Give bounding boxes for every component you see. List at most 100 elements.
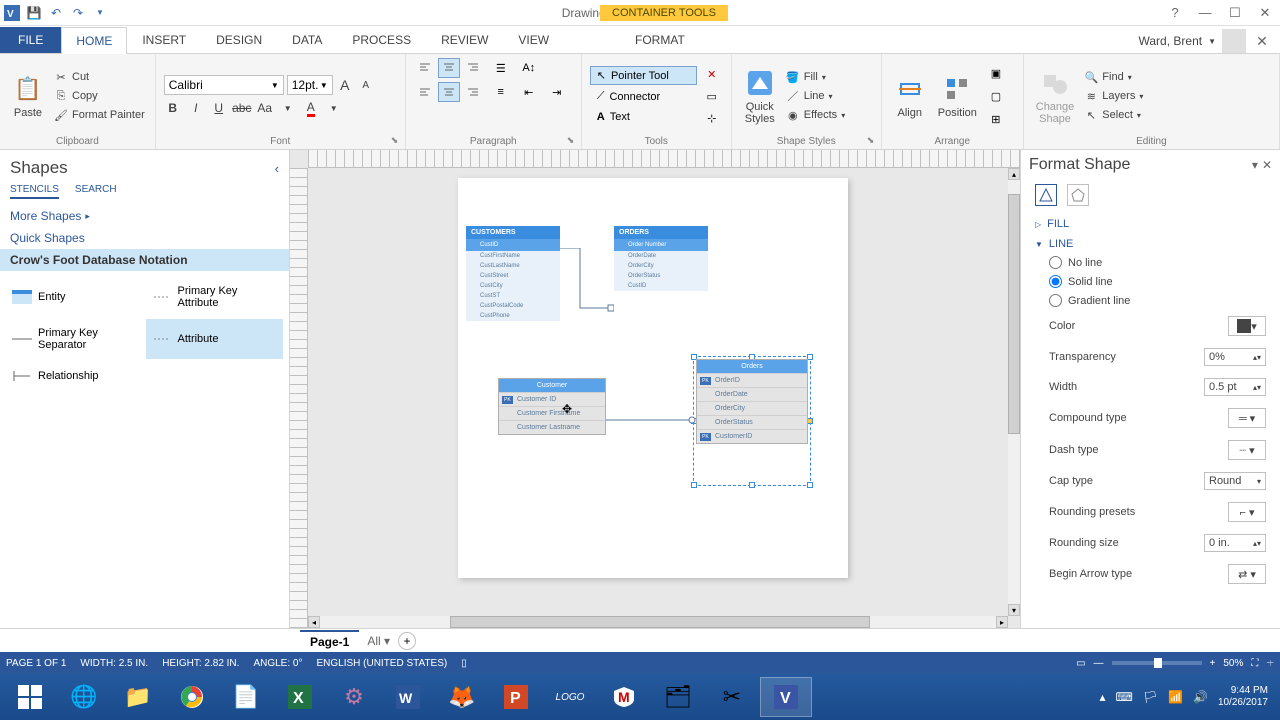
increase-font-icon[interactable]: A [336,76,354,94]
align-center-icon[interactable] [438,82,460,102]
page[interactable]: CUSTOMERS CustID CustFirstName CustLastN… [458,178,848,578]
taskbar-notepad[interactable]: 📄 [220,677,272,717]
connection-point-icon[interactable]: ⊹ [701,108,723,128]
stencil-entity[interactable]: Entity [6,277,144,317]
fill-button[interactable]: 🪣Fill▾ [784,69,847,85]
connector-tool-button[interactable]: ⟋Connector [590,87,697,106]
solid-line-radio[interactable]: Solid line [1049,275,1266,288]
connector-line[interactable] [606,416,696,424]
font-dialog-launcher[interactable]: ⬊ [391,135,403,147]
scroll-left-icon[interactable]: ◂ [308,616,320,628]
status-language[interactable]: ENGLISH (UNITED STATES) [316,658,447,669]
taskbar-ie[interactable]: 🌐 [58,677,110,717]
begin-arrow-picker[interactable]: ⇄ ▾ [1228,564,1266,584]
add-page-button[interactable]: + [398,632,416,650]
align-justify-icon[interactable]: ≡ [490,82,512,102]
underline-button[interactable]: U [210,99,228,117]
align-button[interactable]: Align [890,71,930,121]
redo-icon[interactable]: ↷ [70,5,86,21]
fill-section[interactable]: ▷FILL [1035,214,1266,234]
taskbar-logo[interactable]: LOGO [544,677,596,717]
entity-customers[interactable]: CUSTOMERS CustID CustFirstName CustLastN… [466,226,560,321]
user-dropdown-icon[interactable]: ▼ [1208,37,1216,46]
font-color-dropdown-icon[interactable]: ▼ [325,99,343,117]
transparency-input[interactable]: 0%▴▾ [1204,348,1266,366]
visio-app-icon[interactable]: V [4,5,20,21]
stencil-pk-attribute[interactable]: Primary Key Attribute [146,277,284,317]
line-section[interactable]: ▼LINE [1035,234,1266,254]
compound-picker[interactable]: ═ ▾ [1228,408,1266,428]
rounding-size-input[interactable]: 0 in.▴▾ [1204,534,1266,552]
stencils-tab[interactable]: STENCILS [10,184,59,199]
rectangle-icon[interactable]: ▭ [701,86,723,106]
send-back-icon[interactable]: ▢ [985,86,1007,106]
italic-button[interactable]: I [187,99,205,117]
maximize-icon[interactable]: ☐ [1224,4,1246,22]
avatar[interactable] [1222,29,1246,53]
canvas[interactable]: CUSTOMERS CustID CustFirstName CustLastN… [290,150,1020,628]
taskbar-clock[interactable]: 9:44 PM 10/26/2017 [1218,685,1268,709]
tray-up-icon[interactable]: ▴ [1099,690,1105,704]
align-top-center-icon[interactable] [438,58,460,78]
shapes-collapse-icon[interactable]: ‹ [275,161,279,176]
scrollbar-horizontal[interactable]: ◂ ▸ [308,616,1008,628]
search-tab[interactable]: SEARCH [75,184,117,199]
page-tab-1[interactable]: Page-1 [300,630,359,652]
taskbar-snip[interactable]: ✂ [706,677,758,717]
case-dropdown-icon[interactable]: ▼ [279,99,297,117]
line-button[interactable]: ／Line▾ [784,88,847,104]
quick-shapes-link[interactable]: Quick Shapes [0,227,289,249]
taskbar-mcafee[interactable]: M [598,677,650,717]
font-family-combo[interactable]: Calibri▼ [164,75,284,95]
taskbar-visio[interactable]: V [760,677,812,717]
tab-view[interactable]: VIEW [503,26,564,53]
font-color-button[interactable]: A [302,99,320,117]
copy-button[interactable]: ⎘Copy [52,88,147,104]
text-tool-button[interactable]: AText [590,108,697,126]
tray-flag-icon[interactable]: 🏳 [1143,690,1158,704]
layers-button[interactable]: ≋Layers▾ [1082,88,1145,104]
close-document-icon[interactable]: ✕ [1252,33,1272,50]
effects-button[interactable]: ◉Effects▾ [784,107,847,123]
pan-zoom-icon[interactable]: 🞡 [1266,658,1274,669]
select-button[interactable]: ↖Select▾ [1082,107,1145,123]
tray-volume-icon[interactable]: 🔊 [1193,690,1208,704]
align-right-icon[interactable] [462,82,484,102]
decrease-indent-icon[interactable]: ⇤ [518,82,540,102]
tab-data[interactable]: DATA [277,26,337,53]
tab-process[interactable]: PROCESS [337,26,426,53]
save-icon[interactable]: 💾 [26,5,42,21]
taskbar-powerpoint[interactable]: P [490,677,542,717]
status-page[interactable]: PAGE 1 OF 1 [6,658,66,669]
tab-design[interactable]: DESIGN [201,26,277,53]
tray-keyboard-icon[interactable]: ⌨ [1115,690,1132,704]
decrease-font-icon[interactable]: A [357,76,375,94]
tool-x-icon[interactable]: ✕ [701,64,723,84]
undo-icon[interactable]: ↶ [48,5,64,21]
no-line-radio[interactable]: No line [1049,256,1266,269]
font-size-combo[interactable]: 12pt.▼ [287,75,333,95]
pointer-tool-button[interactable]: ↖Pointer Tool [590,66,697,85]
width-input[interactable]: 0.5 pt▴▾ [1204,378,1266,396]
taskbar-explorer[interactable]: 📁 [112,677,164,717]
taskbar-chrome[interactable] [166,677,218,717]
bold-button[interactable]: B [164,99,182,117]
help-icon[interactable]: ? [1164,4,1186,22]
strikethrough-button[interactable]: abc [233,99,251,117]
macro-record-icon[interactable]: ▯ [461,658,467,669]
color-picker[interactable]: ▾ [1228,316,1266,336]
presentation-mode-icon[interactable]: ▭ [1076,658,1085,669]
group-icon[interactable]: ⊞ [985,109,1007,129]
entity-orders[interactable]: ORDERS Order Number OrderDate OrderCity … [614,226,708,291]
pane-close-icon[interactable]: ✕ [1262,158,1272,172]
taskbar-app1[interactable]: 🗂 [652,677,704,717]
tab-home[interactable]: HOME [61,27,127,54]
zoom-value[interactable]: 50% [1223,658,1243,669]
scroll-right-icon[interactable]: ▸ [996,616,1008,628]
bullets-icon[interactable]: ☰ [490,58,512,78]
page-all-dropdown[interactable]: All ▾ [367,634,390,648]
start-button[interactable] [4,677,56,717]
align-left-icon[interactable] [414,82,436,102]
stencil-relationship[interactable]: Relationship [6,361,144,391]
taskbar-word[interactable]: W [382,677,434,717]
